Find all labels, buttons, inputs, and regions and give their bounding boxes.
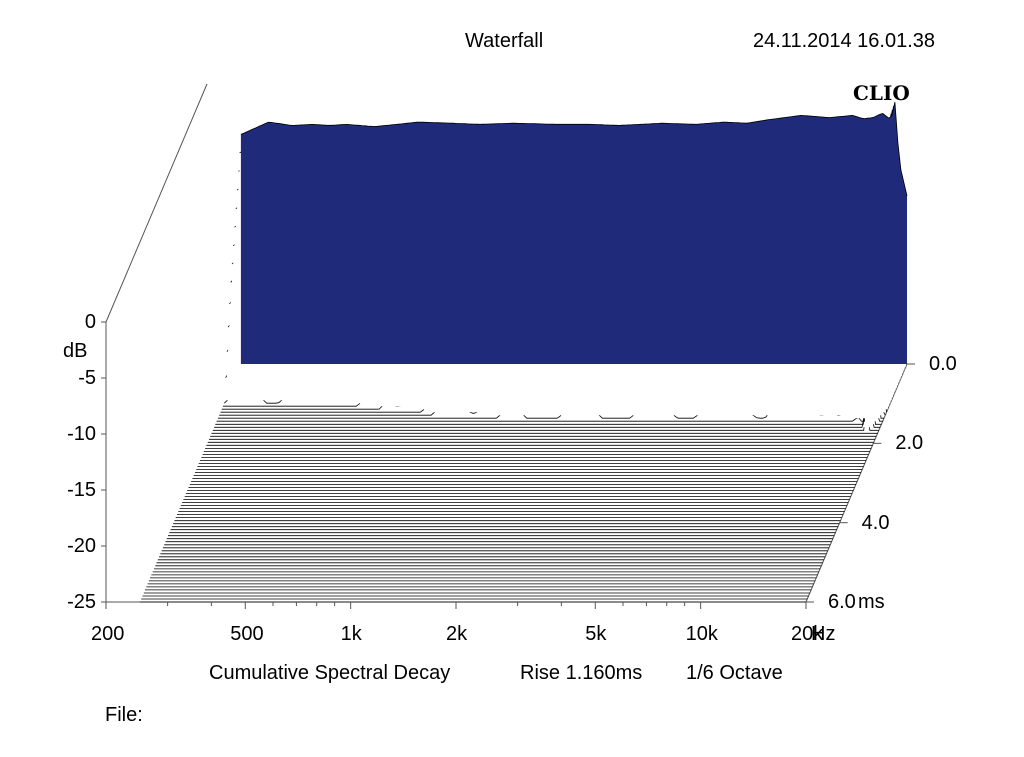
decay-slices — [139, 101, 908, 603]
z-tick-label: 2.0 — [895, 432, 924, 455]
clio-logo: CLIO — [853, 81, 910, 105]
y-tick-label: -10 — [67, 423, 96, 445]
z-axis-unit-label: ms — [858, 591, 885, 613]
rise-label: Rise 1.160ms — [520, 662, 643, 684]
chart-caption: Cumulative Spectral Decay — [209, 662, 451, 684]
x-tick-label: 500 — [230, 623, 264, 645]
y-tick-label: 0 — [84, 311, 96, 333]
x-tick-label: 10k — [685, 623, 718, 645]
decay-slice-trace — [216, 303, 883, 422]
x-tick-label: 1k — [340, 623, 362, 645]
z-tick-label: 4.0 — [861, 511, 890, 534]
chart-title: Waterfall — [465, 30, 544, 52]
y-tick-label: -20 — [67, 535, 96, 557]
y-tick-label: -15 — [67, 479, 96, 501]
x-tick-label: 200 — [91, 623, 125, 645]
x-tick-label: 5k — [585, 623, 607, 645]
octave-label: 1/6 Octave — [686, 662, 783, 684]
decay-slice-trace — [240, 101, 908, 197]
x-tick-label: 2k — [446, 623, 468, 645]
back-top-edge — [105, 83, 208, 323]
x-tick-label: 20k — [791, 623, 824, 645]
x-axis-unit-label: Hz — [811, 623, 836, 645]
y-axis-unit-label: dB — [63, 340, 88, 362]
decay-slice-fill — [240, 102, 907, 364]
decay-slice-trace — [215, 332, 882, 425]
decay-slice-trace — [214, 366, 881, 428]
axis-ticks — [101, 321, 915, 609]
y-tick-label: -5 — [78, 367, 96, 389]
timestamp: 24.11.2014 16.01.38 — [753, 30, 936, 52]
decay-slice-trace — [212, 402, 879, 431]
z-tick-label: 0.0 — [929, 353, 957, 375]
z-tick-label: 6.0 — [828, 591, 856, 613]
file-label: File: — [105, 704, 143, 726]
y-tick-label: -25 — [67, 591, 96, 613]
back-bottom-edge — [805, 363, 908, 603]
